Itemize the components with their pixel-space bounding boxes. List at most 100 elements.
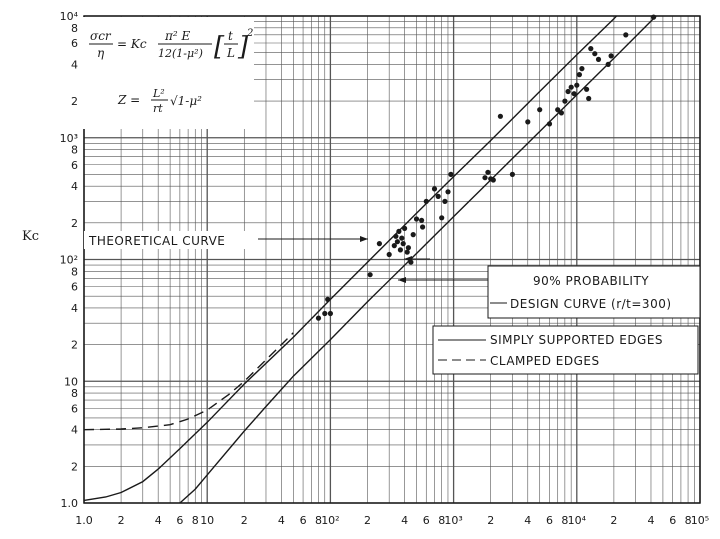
y-tick-label: 10²	[60, 254, 78, 267]
plot-frame	[83, 15, 701, 504]
data-point	[592, 51, 598, 57]
eq1-bracket-denominator: L	[226, 46, 235, 60]
data-point	[325, 296, 331, 302]
edge-legend-box	[432, 325, 699, 375]
data-point	[558, 110, 565, 116]
legend-design-curve-label: DESIGN CURVE (r/t=300)	[510, 297, 672, 311]
eq1-bracket-right: ]	[237, 32, 249, 62]
theoretical-curve-label: THEORETICAL CURVE	[88, 234, 225, 248]
probability-legend-box	[487, 265, 701, 319]
data-point	[400, 241, 406, 247]
y-tick-label: 8	[71, 387, 78, 400]
x-tick-label: 6	[669, 514, 676, 527]
y-tick-label: 6	[71, 281, 78, 294]
data-point	[605, 61, 611, 67]
x-tick-label: 4	[278, 514, 285, 527]
data-point	[327, 310, 333, 317]
x-tick-label: 8	[438, 514, 445, 527]
data-point	[448, 171, 454, 177]
x-tick-label: 1.0	[75, 514, 93, 527]
x-tick-label: 2	[610, 514, 617, 527]
data-point	[651, 14, 657, 20]
data-point	[431, 186, 438, 192]
x-tick-label: 4	[524, 514, 531, 527]
data-point	[571, 91, 577, 97]
y-tick-label: 10	[64, 375, 78, 388]
x-tick-label: 8	[685, 514, 692, 527]
y-tick-label: 10⁴	[60, 10, 79, 23]
curves	[83, 15, 657, 504]
data-point	[399, 235, 405, 241]
data-point	[608, 53, 614, 59]
data-point	[555, 107, 561, 113]
data-point	[595, 56, 602, 63]
data-point	[404, 249, 410, 255]
theoretical-curve-annotation: THEORETICAL CURVE	[84, 231, 368, 249]
x-tick-label: 6	[423, 514, 430, 527]
data-point	[423, 198, 429, 204]
eq1-bracket-numerator: t	[228, 29, 233, 43]
data-point	[391, 243, 397, 249]
x-tick-label: 10⁵	[691, 514, 709, 527]
data-point	[367, 272, 373, 278]
eq1-mid: = Kc	[117, 37, 147, 51]
y-tick-label: 2	[71, 95, 78, 108]
x-tick-label: 10³	[444, 514, 462, 527]
x-tick-label: 10²	[321, 514, 339, 527]
data-point	[419, 217, 425, 223]
data-point	[565, 88, 571, 95]
data-point	[584, 86, 590, 92]
eq1-frac-denominator: 12(1-μ²)	[158, 47, 203, 60]
data-point	[586, 95, 592, 102]
x-tick-label: 10	[200, 514, 214, 527]
y-tick-label: 8	[71, 144, 78, 157]
x-tick-label: 10⁴	[568, 514, 587, 527]
y-tick-label: 6	[71, 159, 78, 172]
eq2-sqrt: √1-μ²	[170, 94, 202, 108]
data-point	[525, 119, 531, 125]
y-axis-label: Kc	[22, 229, 39, 244]
x-tick-label: 8	[315, 514, 322, 527]
x-tick-label: 4	[155, 514, 162, 527]
x-tick-label: 6	[176, 514, 183, 527]
data-point	[405, 245, 411, 251]
data-point	[315, 315, 322, 321]
data-point	[576, 72, 583, 78]
curve-design-curve	[179, 15, 657, 504]
data-point	[442, 198, 448, 204]
data-point	[402, 225, 408, 231]
data-point	[445, 189, 451, 195]
y-tick-label: 6	[71, 402, 78, 415]
eq2-frac-numerator: L²	[152, 87, 165, 100]
data-point	[568, 84, 574, 90]
x-tick-label: 6	[300, 514, 307, 527]
eq2-frac-denominator: rt	[153, 102, 163, 115]
legend-clamped-label: CLAMPED EDGES	[490, 354, 600, 368]
data-point	[574, 82, 580, 88]
eq1-lhs-denominator: η	[97, 46, 105, 60]
x-tick-label: 8	[192, 514, 199, 527]
x-tick-label: 4	[401, 514, 408, 527]
curve-theoretical-clamped	[83, 332, 294, 431]
eq2-lhs: Z =	[117, 93, 140, 107]
legend: 90% PROBABILITY DESIGN CURVE (r/t=300) S…	[432, 265, 701, 375]
data-point	[485, 169, 491, 175]
y-tick-label: 8	[71, 22, 78, 35]
data-point	[537, 107, 543, 113]
legend-probability-label: 90% PROBABILITY	[533, 274, 649, 288]
y-tick-label: 4	[71, 424, 78, 437]
x-tick-label: 2	[241, 514, 248, 527]
data-point	[490, 177, 496, 183]
y-tick-label: 4	[71, 302, 78, 315]
data-point	[439, 215, 445, 221]
equation-box-bg	[82, 17, 254, 129]
data-point	[482, 175, 488, 181]
legend-simply-supported-label: SIMPLY SUPPORTED EDGES	[490, 333, 663, 347]
data-point	[588, 46, 594, 52]
data-point	[435, 193, 441, 199]
eq1-frac-numerator: π² E	[164, 29, 191, 43]
data-point	[393, 233, 399, 239]
data-point	[562, 98, 568, 104]
